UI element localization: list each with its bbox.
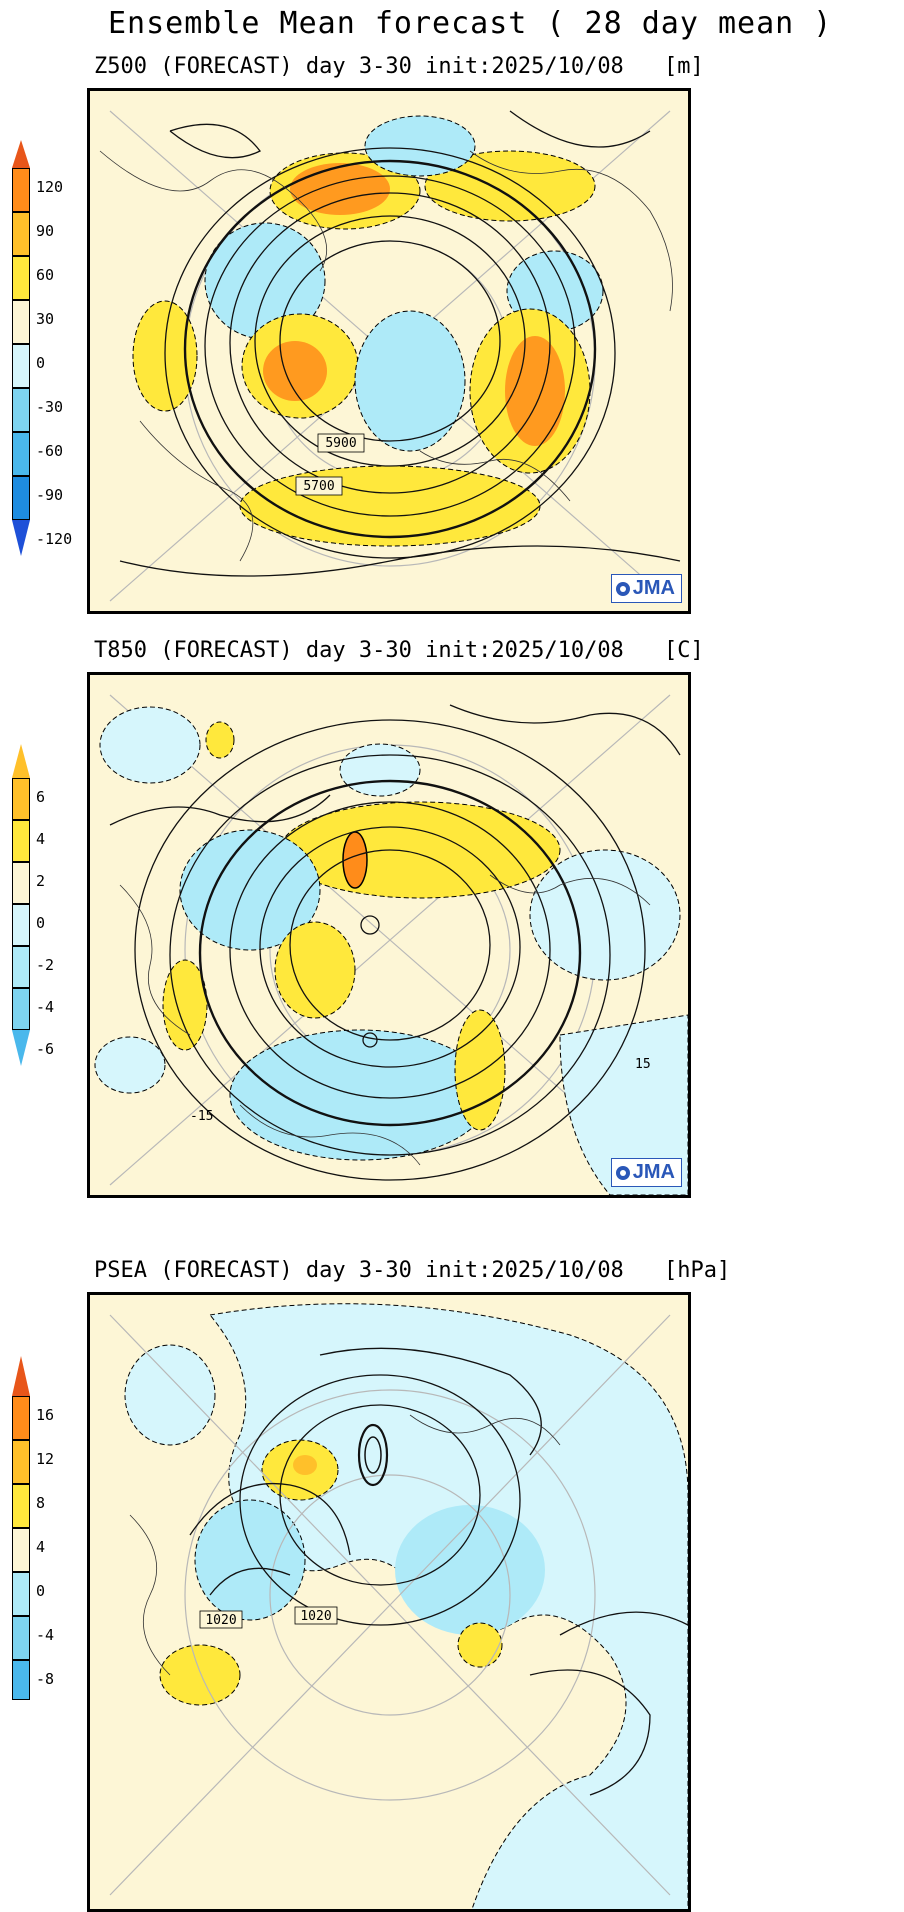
panel-z500: Z500 (FORECAST) day 3-30 init:2025/10/08…: [0, 0, 904, 620]
colorbar-top-arrow: [12, 1356, 30, 1396]
colorbar-top-arrow: [12, 744, 30, 778]
colorbar-tick: -30: [36, 398, 64, 416]
colorbar-segment: [12, 212, 30, 256]
contour-label: 5700: [303, 479, 334, 494]
colorbar-tick: 120: [36, 178, 64, 196]
jma-logo-icon: [615, 581, 630, 596]
unit-label: [m]: [664, 54, 704, 79]
panel-label: Z500 (FORECAST) day 3-30 init:2025/10/08: [94, 54, 624, 79]
colorbar-bottom-arrow: [12, 520, 30, 556]
colorbar: 120 90 60 30 0 -30 -60 -90 -120: [6, 140, 76, 600]
contour-label: 15: [635, 1057, 651, 1072]
colorbar-tick: 30: [36, 310, 55, 328]
colorbar-segment: [12, 388, 30, 432]
panel-t850: T850 (FORECAST) day 3-30 init:2025/10/08…: [0, 620, 904, 1240]
contour-label: 1020: [205, 1613, 236, 1628]
colorbar-tick: -4: [36, 998, 55, 1016]
contour-label: -15: [190, 1109, 213, 1124]
map-graphic: 1020 1020: [90, 1295, 688, 1909]
unit-label: [C]: [664, 638, 704, 663]
colorbar-segment: [12, 820, 30, 862]
colorbar-tick: 4: [36, 1538, 46, 1556]
map-graphic: 15 -15: [94, 694, 688, 1195]
colorbar-tick: 60: [36, 266, 55, 284]
map-t850: 15 -15 JMA: [87, 672, 691, 1198]
colorbar-tick: 0: [36, 354, 46, 372]
colorbar-tick: -60: [36, 442, 64, 460]
colorbar-segment: [12, 1440, 30, 1484]
unit-label: [hPa]: [664, 1258, 731, 1283]
colorbar-segment: [12, 476, 30, 520]
contour-label-box: [294, 1606, 338, 1625]
colorbar-tick: -6: [36, 1040, 55, 1058]
page-title: Ensemble Mean forecast ( 28 day mean ): [108, 6, 833, 41]
colorbar-tick: -120: [36, 530, 73, 548]
colorbar-tick: -2: [36, 956, 55, 974]
colorbar-segment: [12, 432, 30, 476]
colorbar-tick: 90: [36, 222, 55, 240]
colorbar-segment: [12, 1660, 30, 1700]
colorbar-tick: -4: [36, 1626, 55, 1644]
colorbar-bottom-arrow: [12, 1030, 30, 1066]
colorbar-segment: [12, 168, 30, 212]
colorbar-tick: -90: [36, 486, 64, 504]
colorbar-tick: 4: [36, 830, 46, 848]
contour-label-box: [317, 433, 365, 453]
colorbar-segment: [12, 946, 30, 988]
map-z500: 5900 5700 JMA: [87, 88, 691, 614]
colorbar-tick: 0: [36, 1582, 46, 1600]
contour-label-box: [199, 1610, 243, 1629]
colorbar-segment: [12, 904, 30, 946]
colorbar-tick: 12: [36, 1450, 55, 1468]
colorbar-segment: [12, 1484, 30, 1528]
panel-label: T850 (FORECAST) day 3-30 init:2025/10/08: [94, 638, 624, 663]
panel-psea: PSEA (FORECAST) day 3-30 init:2025/10/08…: [0, 1240, 904, 1912]
contour-label: 1020: [300, 1609, 331, 1624]
colorbar-tick: -8: [36, 1670, 55, 1688]
map-graphic: 5900 5700: [99, 110, 681, 602]
jma-logo: JMA: [610, 574, 682, 603]
colorbar-tick: 2: [36, 872, 46, 890]
jma-logo-icon: [615, 1165, 630, 1180]
colorbar-top-arrow: [12, 140, 30, 168]
colorbar-segment: [12, 1616, 30, 1660]
jma-logo-text: JMA: [632, 1161, 675, 1183]
colorbar-segment: [12, 256, 30, 300]
contour-label: 5900: [325, 436, 356, 451]
colorbar-segment: [12, 862, 30, 904]
panel-label: PSEA (FORECAST) day 3-30 init:2025/10/08: [94, 1258, 624, 1283]
colorbar-tick: 0: [36, 914, 46, 932]
colorbar-tick: 6: [36, 788, 46, 806]
contour-label-box: [295, 476, 343, 496]
jma-logo-text: JMA: [632, 577, 675, 599]
colorbar-segment: [12, 1396, 30, 1440]
colorbar-segment: [12, 778, 30, 820]
colorbar-segment: [12, 300, 30, 344]
colorbar-segment: [12, 1572, 30, 1616]
colorbar: 16 12 8 4 0 -4 -8: [6, 1356, 76, 1896]
colorbar-segment: [12, 1528, 30, 1572]
colorbar-tick: 8: [36, 1494, 46, 1512]
colorbar-tick: 16: [36, 1406, 55, 1424]
colorbar-segment: [12, 344, 30, 388]
colorbar-segment: [12, 988, 30, 1030]
colorbar: 6 4 2 0 -2 -4 -6: [6, 744, 76, 1124]
map-psea: 1020 1020: [87, 1292, 691, 1912]
jma-logo: JMA: [610, 1158, 682, 1187]
